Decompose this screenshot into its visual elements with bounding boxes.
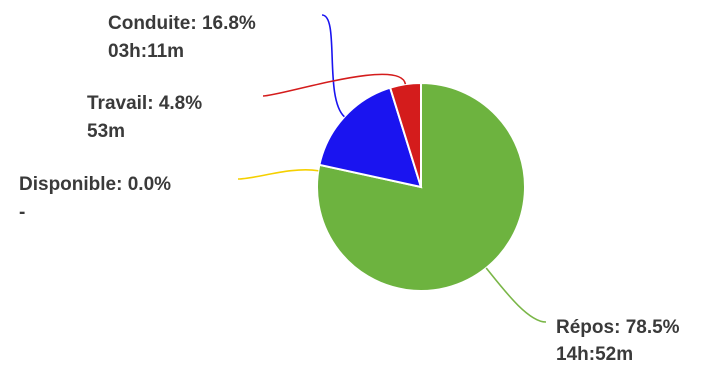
leader-line-travail xyxy=(262,73,407,97)
label-travail-name: Travail xyxy=(87,93,147,114)
label-disponible-percent: 0.0% xyxy=(128,174,171,195)
pie-slices xyxy=(316,81,526,292)
label-travail-duration: 53m xyxy=(87,121,125,142)
leader-line-disponible xyxy=(237,169,319,180)
label-travail-percent: 4.8% xyxy=(159,93,202,114)
label-repos-percent: 78.5% xyxy=(626,317,680,338)
label-conduite-percent: 16.8% xyxy=(202,13,256,34)
label-conduite-name: Conduite xyxy=(108,13,190,34)
label-repos-duration: 14h:52m xyxy=(556,344,633,365)
label-travail: Travail: 4.8% xyxy=(87,93,202,114)
label-repos-name: Répos xyxy=(556,317,614,338)
label-conduite: Conduite: 16.8% xyxy=(108,13,256,34)
label-repos: Répos: 78.5% xyxy=(556,317,680,338)
label-disponible: Disponible: 0.0% xyxy=(19,174,171,195)
leader-line-conduite xyxy=(321,14,345,118)
leader-line-repos xyxy=(485,267,547,323)
label-disponible-name: Disponible xyxy=(19,174,116,195)
pie-slice-travail xyxy=(388,81,422,188)
label-disponible-duration: - xyxy=(19,202,25,223)
leader-lines xyxy=(237,14,547,323)
label-conduite-duration: 03h:11m xyxy=(108,41,184,62)
pie-slice-conduite xyxy=(318,86,423,189)
